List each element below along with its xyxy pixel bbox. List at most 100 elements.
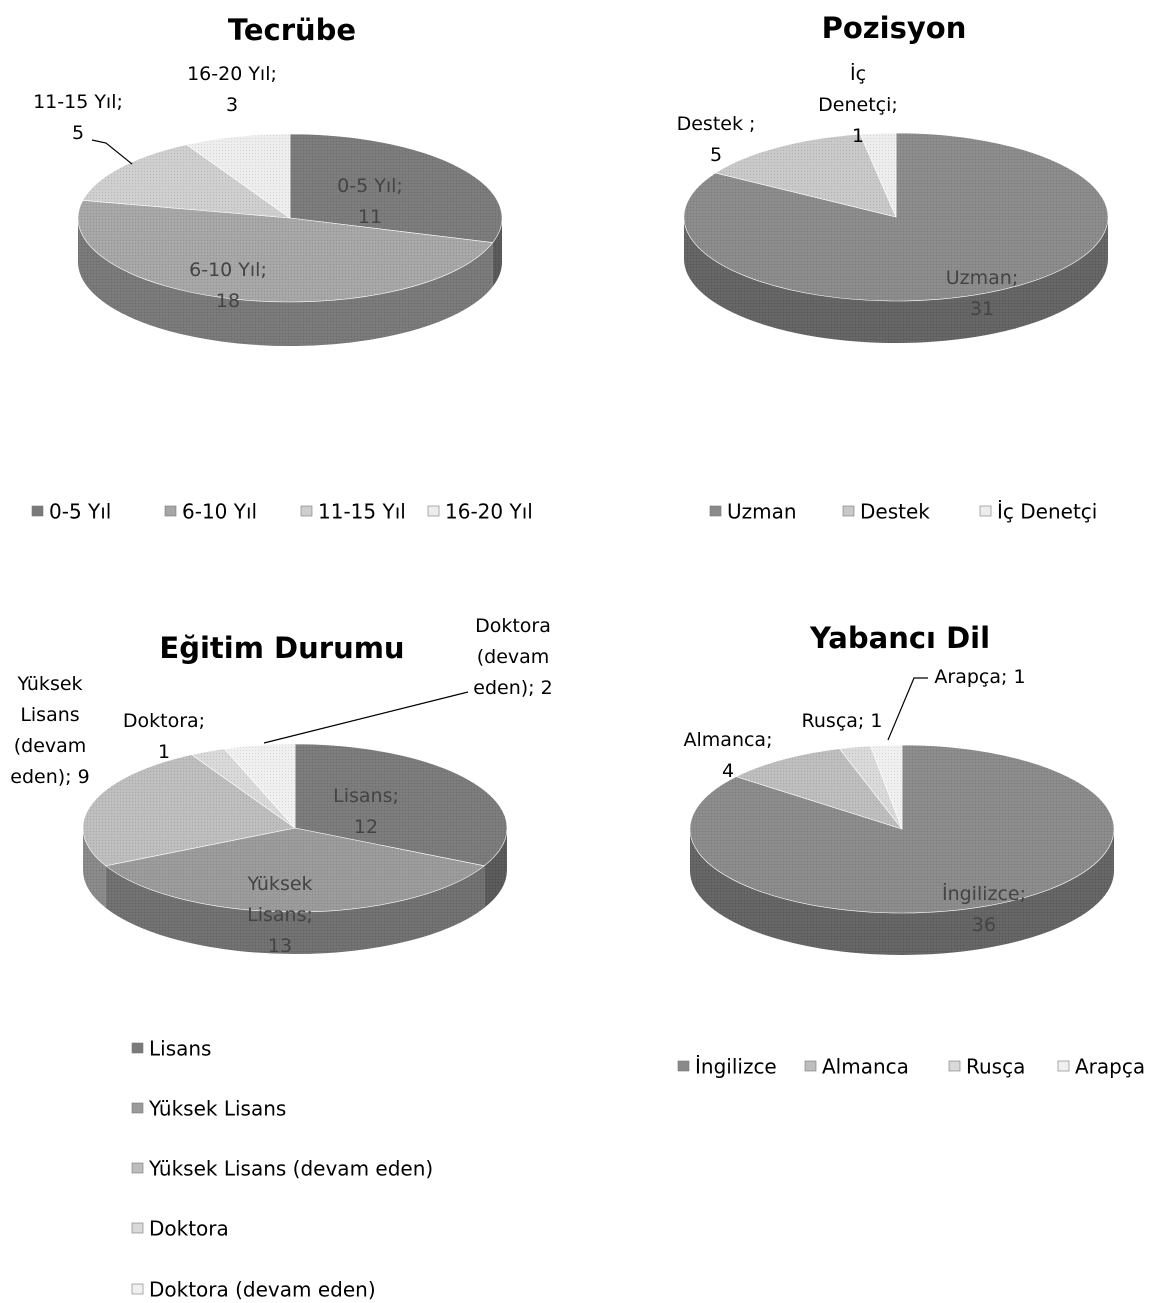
legend-label: Doktora (devam eden)	[149, 1278, 376, 1302]
legend-swatch	[131, 1162, 144, 1174]
pie-slice-texture	[78, 200, 493, 302]
data-label-lisans: Lisans; 12	[333, 785, 399, 838]
pie-slice-texture	[715, 134, 896, 217]
legend-swatch	[804, 1060, 817, 1072]
chart-title: Yabancı Dil	[809, 621, 990, 655]
legend-item-16-20-y-l: 16-20 Yıl	[427, 500, 533, 524]
legend-swatch	[948, 1060, 961, 1072]
pie-side-texture	[684, 217, 1108, 343]
legend-item-i-ngilizce: İngilizce	[677, 1055, 777, 1079]
legend-swatch	[979, 505, 992, 517]
legend-swatch	[131, 1102, 144, 1114]
legend-swatch	[1057, 1060, 1070, 1072]
pie-chart-tecr-be: Tecrübe 0-5 Yıl; 11 6-10 Yıl; 18 11-15 Yıl; 5 1…	[31, 13, 533, 524]
pie-chart-pozisyon: Pozisyon Uzman; 31 Destek ; 5 İç Denetçi; 1 Uzma…	[677, 11, 1109, 524]
legend-item-almanca: Almanca	[804, 1055, 909, 1079]
leader-line	[263, 691, 469, 744]
data-label-0-5-y-l: 0-5 Yıl; 11	[337, 175, 403, 228]
svg-text:Doktora;1: Doktora; 1	[123, 710, 205, 763]
legend-swatch	[677, 1060, 690, 1072]
legend-swatch	[131, 1222, 144, 1234]
pie-slice-texture	[191, 748, 295, 828]
pie-slice-texture	[224, 744, 295, 828]
pie-slice-texture	[870, 745, 902, 829]
svg-text:11-15 Yıl;5: 11-15 Yıl; 5	[33, 91, 123, 144]
data-label-16-20-y-l: 16-20 Yıl; 3	[187, 63, 277, 116]
svg-text:Destek ;5: Destek ; 5	[677, 113, 756, 166]
pie-slice-texture	[295, 744, 508, 866]
svg-text:6-10 Yıl;18: 6-10 Yıl; 18	[189, 259, 267, 312]
data-label-doktora: Doktora; 1	[123, 710, 205, 763]
legend-label: Almanca	[822, 1055, 909, 1079]
legend-swatch	[31, 505, 44, 517]
legend-label: 0-5 Yıl	[49, 500, 111, 524]
legend-item-doktora: Doktora	[131, 1217, 229, 1241]
chart-title: Tecrübe	[228, 13, 356, 47]
legend-label: Yüksek Lisans	[148, 1097, 286, 1121]
legend-label: Lisans	[149, 1037, 211, 1061]
pie-slice-texture	[82, 144, 290, 218]
legend-item-y-ksek-lisans-devam-eden: Yüksek Lisans (devam eden)	[131, 1157, 433, 1181]
legend-label: 16-20 Yıl	[445, 500, 533, 524]
pie-side-texture	[78, 218, 493, 346]
leader-line	[91, 139, 133, 165]
data-label-y-ksek-lisans: Yüksek Lisans; 13	[246, 873, 312, 957]
legend-label: 11-15 Yıl	[318, 500, 406, 524]
pie-side-texture	[105, 865, 485, 955]
legend-label: Destek	[860, 500, 930, 524]
leader-line	[887, 677, 928, 741]
legend-item-6-10-y-l: 6-10 Yıl	[164, 500, 257, 524]
legend-swatch	[164, 505, 177, 517]
pie-chart-e-itim-durumu: Eğitim Durumu Lisans; 12 Yüksek Lisans; 13 Yük…	[10, 615, 552, 1302]
legend-label: Arapça	[1075, 1055, 1145, 1079]
legend-swatch	[709, 505, 722, 517]
pie-slice-texture	[839, 745, 902, 829]
svg-text:0-5 Yıl;11: 0-5 Yıl; 11	[337, 175, 403, 228]
legend-item-11-15-y-l: 11-15 Yıl	[300, 500, 406, 524]
legend-label: 6-10 Yıl	[182, 500, 257, 524]
legend-label: Yüksek Lisans (devam eden)	[148, 1157, 433, 1181]
legend-item-lisans: Lisans	[131, 1037, 211, 1061]
data-label-y-ksek-lisans-devam-eden: Yüksek Lisans (devam eden); 9	[10, 673, 89, 788]
data-label-i-ngilizce: İngilizce; 36	[942, 882, 1026, 936]
svg-text:Arapça; 1: Arapça; 1	[934, 666, 1025, 688]
svg-text:16-20 Yıl;3: 16-20 Yıl; 3	[187, 63, 277, 116]
data-label-rus-a: Rusça; 1	[802, 710, 883, 732]
legend-item-doktora-devam-eden: Doktora (devam eden)	[131, 1278, 376, 1302]
legend-item-arap-a: Arapça	[1057, 1055, 1145, 1079]
pie-slice-texture	[186, 134, 290, 218]
pie-slice-texture	[82, 754, 296, 866]
data-label-doktora-devam-eden: Doktora (devam eden); 2	[263, 615, 553, 744]
legend-label: İngilizce	[695, 1055, 777, 1079]
legend-swatch	[131, 1283, 144, 1295]
data-label-arap-a: Arapça; 1	[887, 666, 1026, 741]
chart-title: Eğitim Durumu	[159, 631, 404, 665]
legend-swatch	[131, 1042, 144, 1054]
legend-swatch	[427, 505, 440, 517]
legend-swatch	[842, 505, 855, 517]
legend-item-rus-a: Rusça	[948, 1055, 1025, 1079]
svg-text:Almanca;4: Almanca; 4	[684, 729, 773, 782]
legend-item-y-ksek-lisans: Yüksek Lisans	[131, 1097, 286, 1121]
data-label-6-10-y-l: 6-10 Yıl; 18	[189, 259, 267, 312]
data-label-11-15-y-l: 11-15 Yıl; 5	[33, 91, 133, 165]
legend-label: Doktora	[149, 1217, 229, 1241]
pie-side-texture	[690, 829, 1114, 955]
legend-swatch	[300, 505, 313, 517]
pie-slice-texture	[105, 828, 485, 913]
legend-item-0-5-y-l: 0-5 Yıl	[31, 500, 111, 524]
svg-text:Uzman;31: Uzman; 31	[946, 267, 1018, 320]
data-label-i-denet-i: İç Denetçi; 1	[818, 62, 898, 147]
legend-item-destek: Destek	[842, 500, 930, 524]
legend-label: Rusça	[966, 1055, 1025, 1079]
pie-slice-texture	[736, 748, 902, 829]
svg-text:İngilizce;36: İngilizce; 36	[942, 882, 1026, 936]
legend-item-uzman: Uzman	[709, 500, 797, 524]
pie-slice-texture	[290, 134, 502, 243]
chart-title: Pozisyon	[822, 11, 967, 45]
